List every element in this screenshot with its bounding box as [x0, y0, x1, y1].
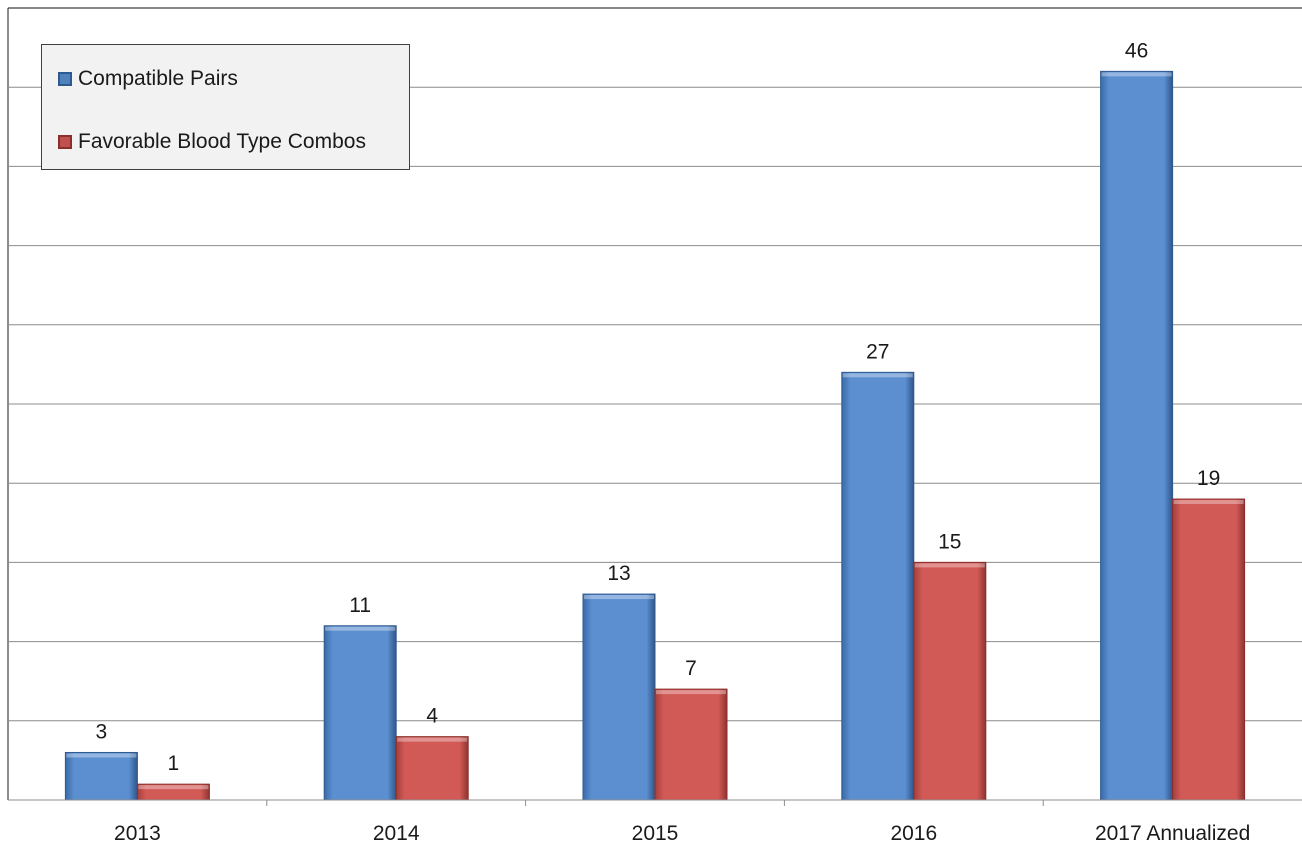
- data-label: 19: [1197, 467, 1220, 490]
- bar-highlight: [1173, 500, 1244, 505]
- legend-swatch-blue: [58, 72, 72, 86]
- x-tick-label: 2016: [890, 822, 937, 845]
- bar: [913, 561, 987, 801]
- legend: Compatible Pairs Favorable Blood Type Co…: [41, 44, 410, 170]
- legend-item-favorable-blood-type-combos: Favorable Blood Type Combos: [58, 130, 366, 154]
- bar: [395, 736, 469, 801]
- bar-highlight: [656, 690, 726, 695]
- bar: [1100, 70, 1174, 801]
- data-label: 3: [96, 720, 108, 743]
- bar-highlight: [66, 753, 137, 758]
- bar: [323, 625, 397, 801]
- legend-label: Compatible Pairs: [78, 67, 238, 90]
- data-label: 4: [426, 705, 438, 728]
- bar-highlight: [914, 563, 985, 568]
- data-label: 1: [168, 752, 180, 775]
- bar-highlight: [842, 373, 913, 378]
- data-label: 13: [607, 562, 630, 585]
- x-axis: 2013 2014 2015 2016 2017 Annualized: [8, 799, 1302, 845]
- bar: [654, 688, 728, 801]
- bars: [64, 70, 1246, 801]
- bar: [582, 593, 656, 801]
- data-label: 11: [349, 594, 371, 617]
- data-label: 46: [1125, 39, 1148, 62]
- x-tick-label: 2013: [114, 822, 161, 845]
- bar-highlight: [397, 737, 468, 742]
- legend-label: Favorable Blood Type Combos: [78, 130, 366, 153]
- legend-swatch-red: [58, 135, 72, 149]
- data-label: 15: [938, 530, 961, 553]
- x-tick-label: 2014: [373, 822, 420, 845]
- bar-highlight: [584, 595, 654, 600]
- bar-highlight: [1101, 72, 1172, 77]
- x-tick-label: 2017 Annualized: [1095, 822, 1250, 845]
- data-label: 7: [685, 657, 697, 680]
- x-tick-label: 2015: [632, 822, 679, 845]
- bar: [841, 371, 915, 801]
- bar: [1172, 498, 1246, 801]
- data-label: 27: [866, 340, 889, 363]
- bar-highlight: [325, 626, 396, 631]
- bar-highlight: [138, 785, 209, 790]
- legend-item-compatible-pairs: Compatible Pairs: [58, 67, 238, 91]
- bar: [64, 751, 138, 801]
